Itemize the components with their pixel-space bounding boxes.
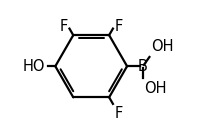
Text: F: F — [59, 19, 68, 34]
Text: HO: HO — [22, 59, 45, 74]
Text: F: F — [115, 19, 123, 34]
Text: B: B — [138, 59, 148, 74]
Text: OH: OH — [144, 81, 166, 96]
Text: F: F — [114, 106, 123, 121]
Text: OH: OH — [152, 39, 174, 54]
